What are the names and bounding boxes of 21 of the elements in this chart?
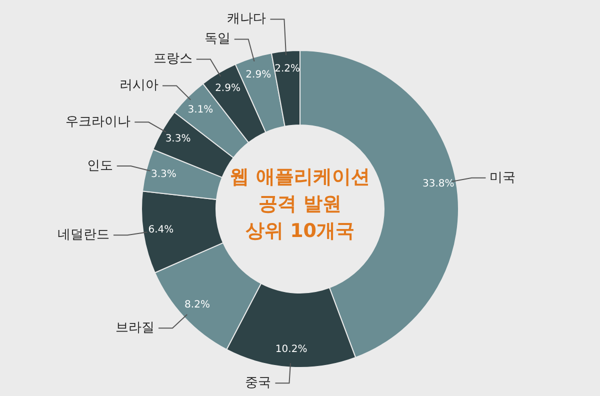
data-label: 6.4%: [148, 224, 174, 236]
slice-label: 러시아: [119, 78, 158, 94]
data-label: 3.3%: [165, 134, 191, 145]
slice-label: 인도: [86, 158, 113, 174]
data-label: 3.3%: [151, 168, 176, 180]
slice-label: 우크라이나: [66, 114, 131, 130]
data-label: 10.2%: [275, 344, 308, 355]
slice-label: 캐나다: [227, 12, 266, 27]
data-label: 2.2%: [274, 64, 300, 75]
data-label: 3.1%: [188, 104, 214, 116]
slice-label: 네덜란드: [57, 228, 110, 242]
data-label: 33.8%: [422, 178, 454, 190]
data-label: 2.9%: [246, 69, 272, 80]
slice-label: 프랑스: [153, 52, 192, 67]
data-label: 8.2%: [184, 300, 210, 311]
slice-label: 독일: [204, 32, 230, 47]
data-label: 2.9%: [215, 82, 240, 94]
slice-label: 미국: [490, 170, 516, 186]
slice-label: 브라질: [115, 320, 154, 336]
slice-label: 중국: [245, 376, 272, 391]
text: 웹 애플리케이션 공격 발원 상위 10개국: [229, 165, 371, 244]
